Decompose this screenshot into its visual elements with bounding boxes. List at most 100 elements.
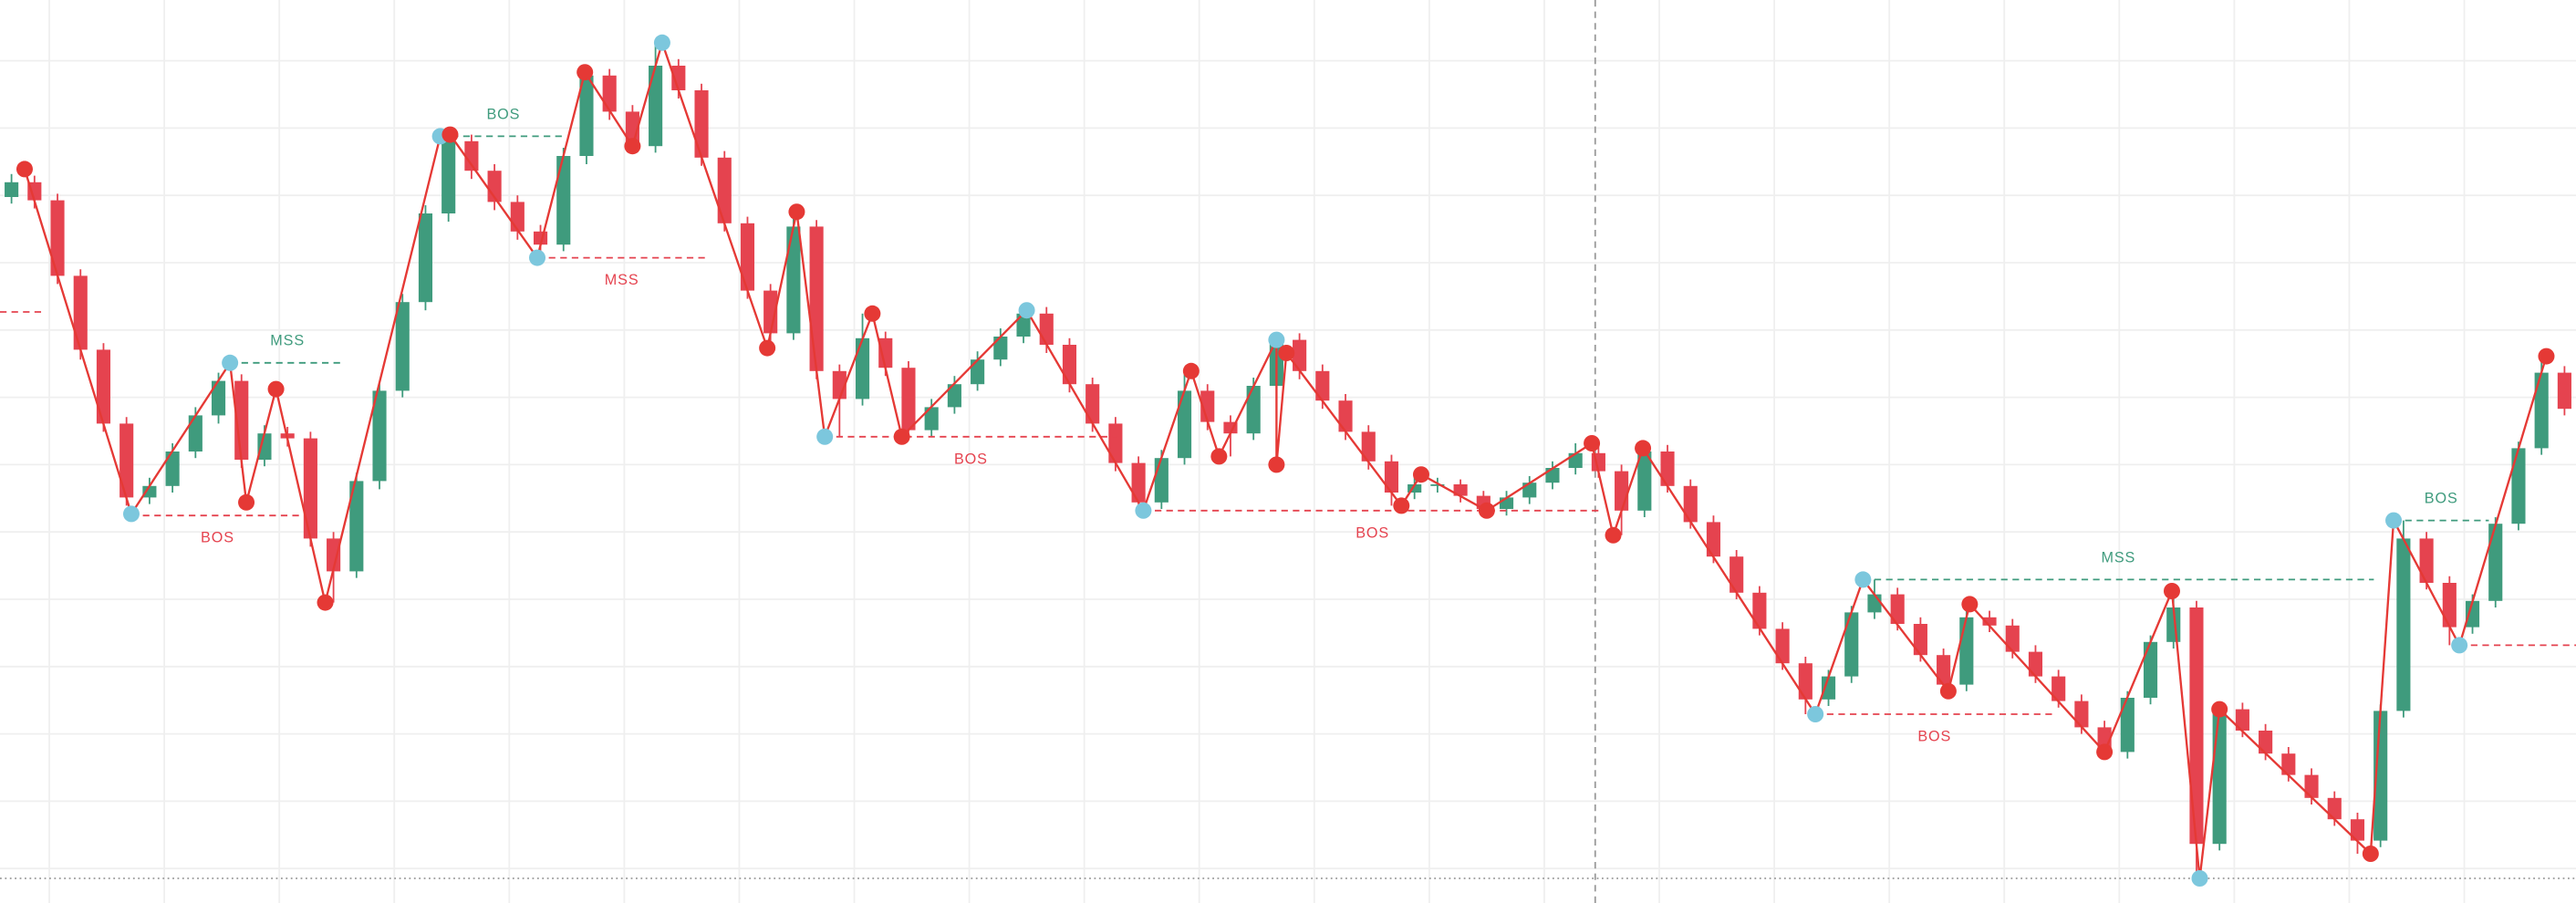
candle-body bbox=[2373, 711, 2388, 841]
candle-body bbox=[901, 368, 916, 431]
candle-body bbox=[142, 485, 157, 498]
candle-body bbox=[1039, 313, 1054, 345]
pivot-marker bbox=[16, 161, 33, 178]
candle-body bbox=[2120, 698, 2135, 752]
pivot-marker bbox=[624, 138, 641, 155]
candle-body bbox=[1407, 484, 1422, 493]
pivot-marker bbox=[1210, 448, 1228, 465]
candle-body bbox=[2419, 538, 2434, 583]
candle-body bbox=[855, 337, 870, 400]
candle-body bbox=[1729, 556, 1744, 593]
candle-body bbox=[50, 200, 65, 276]
pivot-marker bbox=[2211, 701, 2228, 718]
candle-body bbox=[1384, 461, 1399, 493]
candle-body bbox=[579, 75, 594, 156]
pivot-marker bbox=[1478, 502, 1495, 519]
structure-label: MSS bbox=[605, 272, 639, 288]
candle-body bbox=[165, 452, 180, 486]
structure-label: MSS bbox=[270, 333, 305, 349]
candle-body bbox=[2557, 372, 2571, 410]
pivot-marker bbox=[2096, 743, 2114, 761]
pivot-marker bbox=[653, 34, 670, 51]
candle-body bbox=[924, 407, 939, 431]
candle-body bbox=[1821, 676, 1836, 700]
candle-body bbox=[1361, 431, 1376, 462]
pivot-marker bbox=[122, 505, 140, 523]
candle-body bbox=[809, 226, 824, 371]
candle-body bbox=[1315, 370, 1330, 401]
pivot-marker bbox=[2385, 512, 2403, 529]
pivot-marker bbox=[1018, 302, 1035, 319]
structure-label: BOS bbox=[2425, 490, 2458, 506]
candle-body bbox=[947, 384, 961, 408]
candle-body bbox=[2212, 709, 2227, 845]
candle-body bbox=[1338, 400, 1353, 432]
structure-label: BOS bbox=[486, 106, 520, 122]
candle-body bbox=[2259, 731, 2273, 754]
candle-body bbox=[786, 226, 801, 334]
candle-body bbox=[993, 337, 1008, 360]
candle-body bbox=[1062, 345, 1077, 385]
candle-body bbox=[441, 140, 456, 213]
candle-body bbox=[1200, 390, 1215, 422]
candle-body bbox=[1913, 624, 1927, 656]
candle-body bbox=[2442, 583, 2457, 628]
candle-body bbox=[1775, 628, 1790, 664]
pivot-marker bbox=[1635, 440, 1652, 457]
candle-body bbox=[2327, 797, 2342, 820]
pivot-marker bbox=[1807, 706, 1824, 722]
pivot-marker bbox=[1584, 435, 1601, 452]
candle-body bbox=[1568, 452, 1583, 468]
candle-body bbox=[1293, 339, 1307, 371]
candle-body bbox=[1131, 462, 1146, 503]
candle-body bbox=[2534, 372, 2549, 449]
pivot-marker bbox=[2163, 583, 2180, 599]
candle-body bbox=[1844, 612, 1859, 677]
pivot-marker bbox=[1605, 526, 1622, 544]
candle-body bbox=[349, 481, 364, 572]
structure-label: BOS bbox=[1917, 728, 1951, 744]
candle-body bbox=[2488, 524, 2503, 601]
candle-body bbox=[763, 290, 778, 334]
candle-body bbox=[2074, 701, 2089, 728]
candle-body bbox=[188, 415, 203, 452]
candle-body bbox=[2396, 538, 2411, 711]
candle-body bbox=[1545, 468, 1560, 483]
candle-body bbox=[1108, 423, 1123, 463]
pivot-marker bbox=[2191, 870, 2208, 887]
candle-body bbox=[1430, 484, 1445, 486]
pivot-marker bbox=[1412, 466, 1429, 483]
candle-body bbox=[740, 223, 755, 291]
candle-body bbox=[119, 423, 134, 498]
candle-body bbox=[1683, 485, 1698, 523]
candle-body bbox=[73, 275, 88, 350]
candle-body bbox=[2189, 607, 2204, 845]
candle-body bbox=[717, 157, 732, 223]
candle-body bbox=[2465, 600, 2480, 628]
candle-body bbox=[649, 66, 663, 147]
pivot-marker bbox=[576, 64, 594, 81]
candle-body bbox=[510, 202, 525, 232]
candle-body bbox=[5, 182, 19, 197]
candle-body bbox=[1453, 484, 1468, 496]
candle-body bbox=[1867, 594, 1882, 613]
candle-body bbox=[1982, 617, 1997, 626]
structure-label: BOS bbox=[1356, 524, 1389, 541]
candle-body bbox=[372, 390, 387, 482]
candle-body bbox=[1706, 522, 1721, 557]
candle-body bbox=[1085, 384, 1100, 424]
pivot-marker bbox=[317, 594, 334, 611]
pivot-marker bbox=[816, 428, 834, 445]
pivot-marker bbox=[864, 305, 881, 322]
structure-label: BOS bbox=[954, 451, 988, 467]
candle-body bbox=[971, 359, 985, 385]
pivot-marker bbox=[2362, 846, 2379, 862]
pivot-marker bbox=[1961, 596, 1979, 613]
candle-body bbox=[2304, 774, 2319, 798]
candle-body bbox=[327, 538, 341, 572]
pivot-marker bbox=[2538, 348, 2555, 365]
candle-body bbox=[2143, 641, 2158, 698]
pivot-marker bbox=[222, 354, 239, 371]
